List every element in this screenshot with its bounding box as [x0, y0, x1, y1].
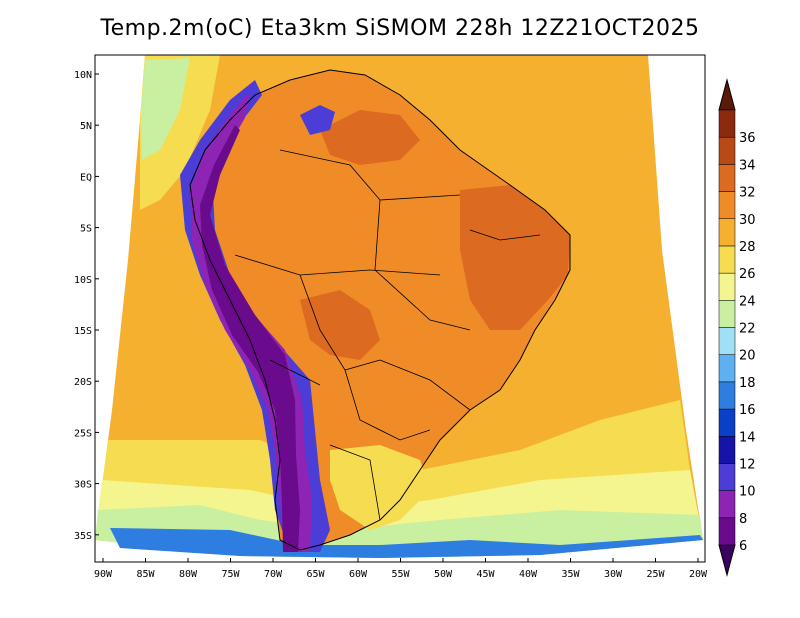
colorbar-label: 36 [739, 131, 756, 146]
continent-very-hot-north [320, 110, 420, 165]
border-line [344, 369, 431, 441]
chart-title: Temp.2m(oC) Eta3km SiSMOM 228h 12Z21OCT2… [100, 16, 700, 41]
colorbar-label: 14 [739, 430, 756, 445]
colorbar-label: 6 [739, 539, 747, 554]
southern-cone-mild [330, 445, 430, 530]
border-line [279, 149, 461, 201]
colorbar-label: 24 [739, 294, 756, 309]
border-line [469, 229, 541, 241]
lon-tick-label: 55W [391, 569, 410, 580]
lon-tick-label: 40W [519, 569, 538, 580]
longitude-axis: 90W 85W 80W 75W 70W 65W 60W 55W 50W 45W 40W 35W 30W 2… [94, 558, 708, 580]
lon-tick-label: 65W [306, 569, 325, 580]
colorbar-label: 8 [739, 512, 747, 527]
lon-tick-label: 45W [476, 569, 495, 580]
lon-tick-label: 50W [434, 569, 453, 580]
lon-tick-label: 85W [136, 569, 155, 580]
political-borders [234, 149, 541, 521]
lat-tick-label: 10N [74, 70, 92, 81]
colorbar-segment [718, 327, 736, 355]
lat-tick-label: 30S [74, 480, 92, 491]
border-line [269, 359, 321, 386]
lon-tick-label: 20W [689, 569, 708, 580]
colorbar-segment [718, 218, 736, 247]
lat-tick-label: 5N [80, 121, 92, 132]
border-line [234, 254, 441, 276]
lat-tick-label: 5S [80, 224, 92, 235]
colorbar-label: 30 [739, 213, 756, 228]
colorbar-segment [718, 191, 736, 219]
lon-tick-label: 75W [221, 569, 240, 580]
colorbar-label: 28 [739, 240, 756, 255]
continent-very-hot-ne [460, 185, 570, 330]
colorbar-segment [718, 245, 736, 274]
colorbar-segment [718, 109, 736, 138]
lat-tick-label: 10S [74, 275, 92, 286]
latitude-axis: 10N 5N EQ 5S 10S 15S 20S 25S 30S 35S [74, 70, 99, 542]
lon-tick-label: 25W [646, 569, 665, 580]
border-line [299, 274, 381, 371]
colorbar-segment [718, 300, 736, 328]
andes-high [200, 125, 300, 552]
lat-tick-label: 35S [74, 531, 92, 542]
border-line [379, 359, 471, 411]
guiana-highlands-cool [300, 105, 335, 135]
colorbar-segment [718, 272, 736, 301]
lat-tick-label: 20S [74, 377, 92, 388]
colorbar-segment [718, 436, 736, 464]
colorbar-label: 34 [739, 158, 756, 173]
colorbar-segment [718, 381, 736, 410]
lat-tick-label: 25S [74, 428, 92, 439]
ocean-blue-south [110, 528, 703, 558]
lon-tick-label: 70W [264, 569, 283, 580]
coastline [189, 69, 571, 551]
colorbar-segment [718, 136, 736, 165]
map-field [95, 55, 703, 558]
lon-tick-label: 80W [179, 569, 198, 580]
continent-very-hot-central [300, 290, 380, 360]
colorbar-label: 16 [739, 403, 756, 418]
border-line [374, 199, 471, 331]
colorbar-segment [718, 490, 736, 519]
colorbar-lower-arrow [718, 544, 736, 577]
lon-tick-label: 60W [349, 569, 368, 580]
colorbar-label: 22 [739, 322, 756, 337]
colorbar-label: 12 [739, 457, 756, 472]
colorbar-label: 26 [739, 267, 756, 282]
lat-tick-label: EQ [80, 172, 92, 183]
colorbar-segment [718, 517, 736, 546]
colorbar-segment [718, 463, 736, 491]
colorbar-label: 18 [739, 376, 756, 391]
colorbar: 6 8 10 12 14 16 18 20 22 24 26 28 30 32 34 36 [718, 78, 756, 577]
lon-tick-label: 30W [604, 569, 623, 580]
colorbar-label: 32 [739, 186, 756, 201]
lon-tick-label: 90W [94, 569, 113, 580]
colorbar-label: 20 [739, 349, 756, 364]
border-line [329, 444, 381, 521]
colorbar-upper-arrow [718, 78, 736, 111]
colorbar-label: 10 [739, 485, 756, 500]
lon-tick-label: 35W [561, 569, 580, 580]
colorbar-segment [718, 164, 736, 192]
colorbar-segment [718, 408, 736, 437]
ocean-cold-nw [141, 58, 190, 160]
colorbar-segment [718, 354, 736, 383]
lat-tick-label: 15S [74, 326, 92, 337]
